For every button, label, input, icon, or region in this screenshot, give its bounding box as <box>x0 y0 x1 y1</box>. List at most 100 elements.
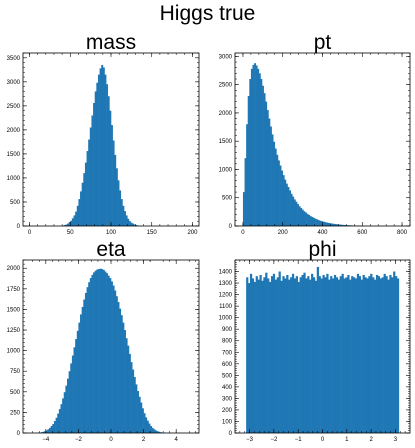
histogram-bar <box>132 369 135 433</box>
histogram-bar <box>111 125 113 226</box>
histogram-bar <box>128 221 131 226</box>
histogram-bar <box>112 140 115 226</box>
histogram-bar <box>102 269 105 433</box>
histogram-bar <box>316 219 319 226</box>
histogram-bar <box>284 278 287 433</box>
histogram-bar <box>309 279 312 433</box>
histogram-bar <box>308 214 311 226</box>
histogram-bar <box>50 426 53 433</box>
x-tick-label: −2 <box>270 437 278 443</box>
histogram-bar <box>263 277 266 433</box>
histogram-bar <box>146 420 149 433</box>
histogram-bar <box>120 199 123 226</box>
y-tick-label: 0 <box>229 224 233 230</box>
panel-phi: −3 −2 −1 0 1 2 3 0 100 200 300 400 500 600 700 800 900 10… <box>219 238 411 443</box>
histogram-bar <box>387 279 390 433</box>
histogram-bar <box>322 221 325 226</box>
histogram-bar <box>84 292 87 433</box>
histogram-bar <box>250 68 253 226</box>
histogram-bar <box>107 96 110 226</box>
y-tick-label: 3000 <box>7 80 21 86</box>
y-tick-label: 1000 <box>219 167 233 173</box>
histogram-bar <box>80 314 82 433</box>
histogram-bar <box>320 278 323 433</box>
histogram-bar <box>117 180 120 226</box>
histogram-bar <box>91 115 94 226</box>
histogram-bar <box>303 211 306 226</box>
x-tick-label: 150 <box>147 230 158 236</box>
histogram-bar <box>354 278 358 433</box>
histogram-bar <box>336 224 339 226</box>
histogram-bar <box>291 273 295 433</box>
histogram-bar <box>91 274 94 433</box>
histogram-bar <box>332 223 334 226</box>
histogram-bar <box>255 65 258 226</box>
histogram-bar <box>249 79 252 226</box>
y-tick-label: 1000 <box>7 176 21 182</box>
histogram-bar <box>300 207 303 226</box>
histogram-bar <box>276 154 279 226</box>
histogram-bar <box>318 276 321 433</box>
histogram-bar <box>277 160 280 226</box>
histogram-bar <box>83 173 86 226</box>
histogram-bar <box>333 223 336 226</box>
x-tick-label: −4 <box>42 437 50 443</box>
histogram-bar <box>338 224 341 226</box>
histogram-bar <box>135 384 138 433</box>
histogram-bar <box>265 101 268 226</box>
x-tick-label: 0 <box>241 230 245 236</box>
histogram-bar <box>83 299 86 433</box>
y-tick-label: 500 <box>10 200 21 206</box>
histogram-bar <box>266 110 269 226</box>
y-tick-label: 500 <box>222 373 233 379</box>
y-tick-label: 2000 <box>7 128 21 134</box>
histogram-bar <box>395 276 398 433</box>
histogram-bar <box>101 269 104 433</box>
histogram-bar <box>106 84 109 227</box>
histogram-bar <box>295 276 298 433</box>
x-tick-label: 3 <box>394 437 398 443</box>
histogram-bar <box>76 330 79 433</box>
y-tick-label: 1400 <box>219 270 233 276</box>
histogram-bar <box>45 430 48 433</box>
y-tick-label: 1750 <box>7 287 21 293</box>
y-tick-label: 250 <box>10 410 21 416</box>
histogram-bar <box>330 223 333 226</box>
histogram-bar <box>274 148 277 226</box>
y-tick-label: 1250 <box>7 328 21 334</box>
histogram-bar <box>265 272 268 433</box>
histogram-bar <box>374 279 377 433</box>
y-tick-label: 100 <box>222 419 233 425</box>
y-tick-label: 3500 <box>7 56 21 62</box>
histogram-bar <box>396 278 400 433</box>
histogram-bar <box>326 273 329 433</box>
histogram-bar <box>381 277 384 433</box>
histogram-bar <box>293 278 297 433</box>
histogram-bar <box>330 276 333 433</box>
histogram-bar <box>52 423 55 433</box>
histogram-bar <box>273 141 276 226</box>
histogram-bar <box>337 279 340 433</box>
y-tick-label: 1500 <box>219 139 233 145</box>
histogram-bar <box>340 224 342 226</box>
histogram-bar <box>274 279 277 433</box>
histogram-bar <box>312 217 315 226</box>
histogram-bar <box>289 190 291 226</box>
histogram-bar <box>58 409 61 433</box>
histogram-bar <box>335 277 339 433</box>
x-tick-label: 800 <box>397 230 408 236</box>
histogram-bar <box>96 82 99 226</box>
panel-title: mass <box>86 31 136 54</box>
histogram-bar <box>297 203 299 226</box>
histogram-bar <box>159 432 162 433</box>
x-tick-label: 400 <box>317 230 328 236</box>
histogram-bar <box>317 220 320 226</box>
histogram-bar <box>261 280 264 433</box>
histogram-bar <box>324 222 326 226</box>
panel-title: eta <box>96 238 126 261</box>
histogram-bar <box>122 205 125 226</box>
histogram-bar <box>298 206 301 226</box>
histogram-bar <box>135 225 138 226</box>
x-tick-label: 50 <box>67 230 74 236</box>
